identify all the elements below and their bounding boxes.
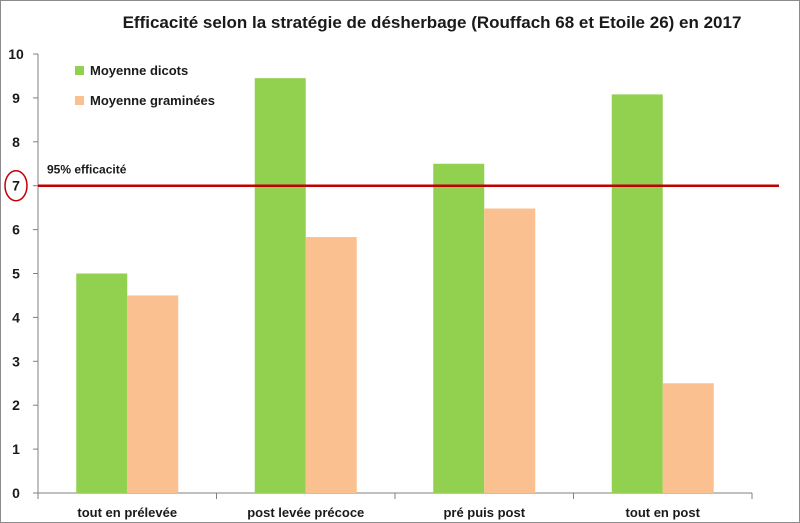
y-tick-label: 8: [12, 134, 20, 150]
y-tick-label: 3: [12, 353, 20, 369]
y-tick-label: 6: [12, 222, 20, 238]
bar-dicots: [254, 78, 306, 494]
chart-title: Efficacité selon la stratégie de désherb…: [123, 13, 742, 32]
y-tick-label: 2: [12, 397, 20, 413]
x-tick-label: post levée précoce: [247, 505, 364, 520]
reference-line-label: 95% efficacité: [47, 163, 127, 177]
legend-swatch: [75, 96, 84, 105]
bar-dicots: [76, 273, 128, 493]
legend-swatch: [75, 66, 84, 75]
x-tick-label: pré puis post: [443, 505, 525, 520]
bar-graminees: [305, 237, 357, 493]
x-tick-label: tout en post: [626, 505, 701, 520]
y-axis: 0 1 2 3 4 5 6 7 8 9 10: [8, 46, 39, 501]
reference-line-group: 95% efficacité: [4, 163, 779, 202]
y-tick-label: 4: [12, 309, 20, 325]
bar-graminees: [484, 208, 536, 493]
x-axis: tout en prélevée post levée précoce pré pu…: [37, 492, 753, 520]
y-tick-label: 10: [8, 46, 24, 62]
legend-label: Moyenne graminées: [90, 93, 215, 108]
y-tick-label: 0: [12, 485, 20, 501]
bar-dicots: [433, 163, 485, 493]
y-tick-label: 1: [12, 441, 20, 457]
legend-label: Moyenne dicots: [90, 63, 188, 78]
bar-dicots: [611, 94, 663, 493]
bar-graminees: [127, 295, 179, 493]
legend: Moyenne dicots Moyenne graminées: [75, 63, 215, 108]
bar-graminees: [662, 383, 714, 493]
y-tick-label: 5: [12, 266, 20, 282]
x-tick-label: tout en prélevée: [77, 505, 177, 520]
y-tick-label: 9: [12, 90, 20, 106]
y-tick-label: 7: [12, 178, 20, 194]
bars: [76, 78, 714, 494]
circled-tick-marker: [4, 169, 28, 202]
